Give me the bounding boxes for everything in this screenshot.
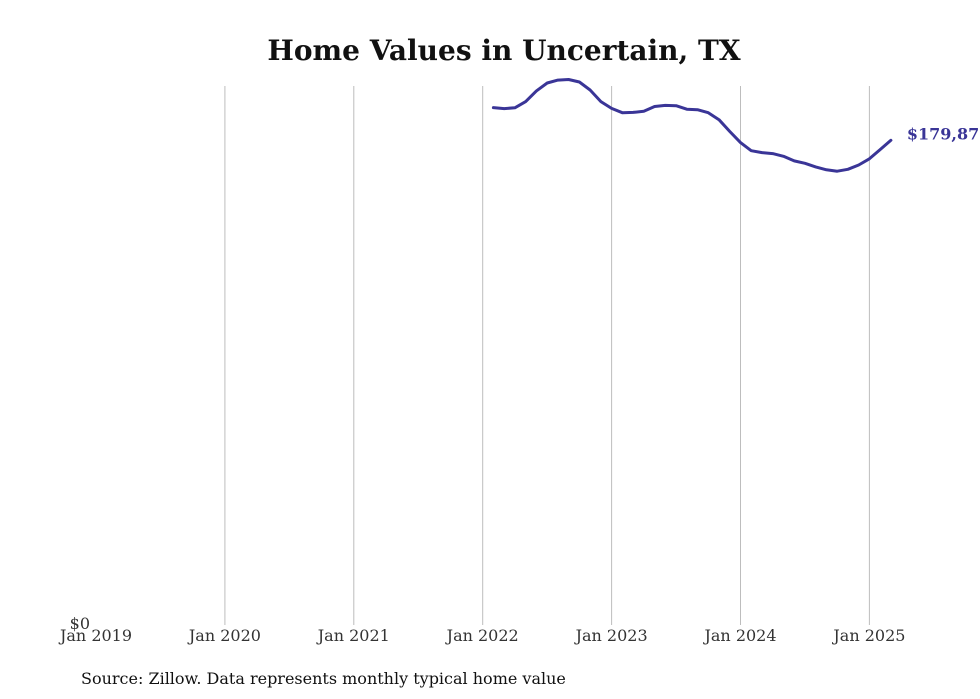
x-axis-ticks: Jan 2019 Jan 2020 Jan 2021 Jan 2022 Jan 2023… <box>58 626 905 645</box>
x-tick-label: Jan 2022 <box>445 626 519 645</box>
x-tick-label: Jan 2019 <box>58 626 132 645</box>
x-tick-label: Jan 2025 <box>831 626 905 645</box>
x-tick-label: Jan 2021 <box>316 626 390 645</box>
y-tick-label: $0 <box>70 614 90 633</box>
source-note: Source: Zillow. Data represents monthly … <box>81 669 566 688</box>
x-tick-label: Jan 2024 <box>702 626 776 645</box>
end-value-label: $179,870 <box>907 124 980 143</box>
y-axis-ticks: $0 <box>70 614 90 633</box>
series-line <box>491 78 893 173</box>
chart-title: Home Values in Uncertain, TX <box>267 34 740 67</box>
x-tick-label: Jan 2020 <box>187 626 261 645</box>
grid-layer <box>224 86 870 625</box>
series-layer: $179,870 <box>491 78 980 173</box>
x-tick-label: Jan 2023 <box>574 626 648 645</box>
